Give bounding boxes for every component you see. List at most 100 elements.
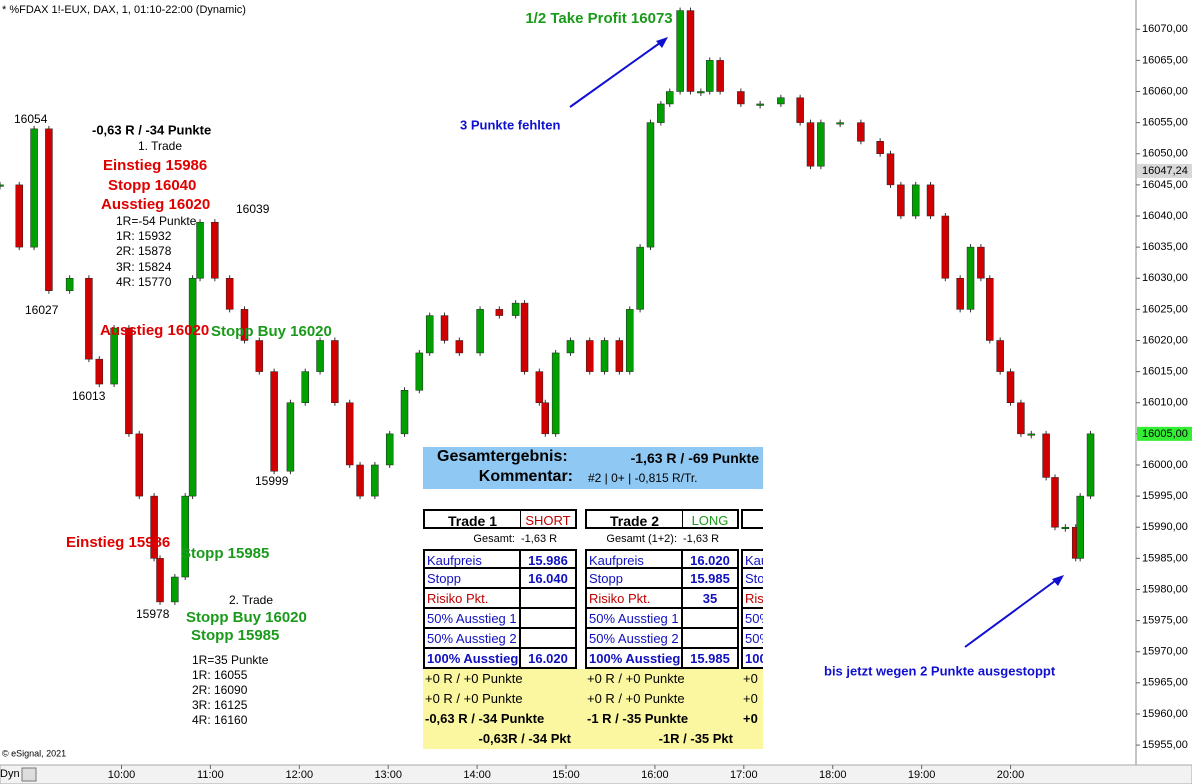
arrow-head [656,37,668,48]
candle [716,60,724,92]
mode-label: Dyn [0,768,20,780]
result: -0,63 R / -34 Punkte [425,711,545,726]
candle [1006,371,1015,403]
row-value-cell [519,609,577,629]
candle [520,302,529,372]
annotation: Ausstieg 16020 [101,196,210,213]
annotation: 1. Trade [138,139,182,153]
candle [911,184,920,217]
result: +0 R / +0 Punkte [425,671,523,686]
y-tick-label: 16070,00 [1142,23,1188,35]
y-tick-label: 15960,00 [1142,708,1188,720]
candle [240,309,249,341]
mode-button[interactable] [21,767,37,782]
x-tick-label: 16:00 [641,769,669,781]
candle [415,352,424,391]
candle [1086,433,1095,497]
y-tick-label: 16025,00 [1142,303,1188,315]
candle [977,246,985,279]
candle [211,221,219,279]
candle [941,215,950,279]
annotation: Ausstieg 16020 [100,322,209,339]
y-tick-label: 16055,00 [1142,117,1188,129]
candle [1042,433,1050,478]
x-tick-label: 10:00 [108,769,136,781]
trade-total: -1,63 R [521,533,558,545]
candle [255,340,264,372]
row-value-cell [519,629,577,649]
candle [646,122,655,248]
y-tick-label: 15990,00 [1142,521,1188,533]
candle [857,122,865,142]
chart-title: * %FDAX 1!-EUX, DAX, 1, 01:10-22:00 (Dyn… [2,4,246,16]
annotation: 3R: 16125 [192,698,248,712]
candle [385,433,394,466]
comment-label: Kommentar: [478,468,573,485]
y-tick-label: 16060,00 [1142,85,1188,97]
table-header: Gesamtergebnis: -1,63 R / -69 Punkte Kom… [423,447,763,489]
y-tick-label: 16000,00 [1142,459,1188,471]
annotation: 4R: 15770 [116,275,172,289]
row-value-cell: 35 [681,589,739,609]
candle [541,402,550,435]
row-value-cell: 16.020 [519,649,577,669]
candle [301,371,309,403]
row-value-cell: 16.020 [681,549,739,569]
trade-direction: LONG [682,509,739,529]
y-tick-label: 15980,00 [1142,583,1188,595]
annotation: 16027 [25,303,59,317]
row-label: Kaufpreis [423,549,521,569]
candle [796,97,804,123]
row-label: 100% Ausstieg [585,649,683,669]
y-tick-label: 16035,00 [1142,241,1188,253]
annotation: Einstieg 15986 [103,157,207,174]
candle [65,277,74,291]
annotation: Stopp 15985 [181,545,269,562]
total-label: Gesamtergebnis: [437,448,568,465]
row-value-cell: 15.986 [519,549,577,569]
price-marks [0,7,1095,605]
row-label: Kau [741,549,763,569]
price-axis-bg [1136,0,1192,765]
annotation: 1R: 15932 [116,229,172,243]
candle [440,315,449,341]
candle [171,576,179,603]
result: -1 R / -35 Punkte [587,711,689,726]
row-label: 100 [741,649,763,669]
price-marker-label: 16047,24 [1142,165,1188,177]
candle [316,340,324,372]
annotation: Stopp 15985 [191,627,279,644]
trade-total-label: Ge [741,529,763,549]
candle [777,97,785,105]
y-tick-label: 16045,00 [1142,179,1188,191]
candle [1017,402,1025,435]
x-tick-label: 20:00 [997,769,1025,781]
candle [657,103,665,123]
y-tick-label: 16065,00 [1142,54,1188,66]
row-label: Stopp [423,569,521,589]
candle [495,309,504,316]
row-label: 50% [741,609,763,629]
candle [110,327,118,385]
result: +0 R / +0 Punkte [587,691,685,706]
candle [188,277,197,497]
x-tick-label: 18:00 [819,769,847,781]
results-table: Gesamtergebnis: -1,63 R / -69 Punkte Kom… [423,447,763,749]
candle [30,128,38,248]
price-marker [1137,163,1192,178]
result: +0 R / +0 Punkte [425,691,523,706]
y-tick-label: 15955,00 [1142,739,1188,751]
candle [806,122,815,167]
candle [697,91,705,94]
y-tick-label: 16020,00 [1142,334,1188,346]
candle [425,315,434,354]
candle [196,221,204,279]
arrow [569,39,665,108]
candle [996,340,1004,372]
annotation: 1R=-54 Punkte [116,214,197,228]
candle [535,371,544,403]
y-tick-label: 16010,00 [1142,397,1188,409]
annotation: Stopp 16040 [108,177,196,194]
y-tick-label: 15975,00 [1142,614,1188,626]
